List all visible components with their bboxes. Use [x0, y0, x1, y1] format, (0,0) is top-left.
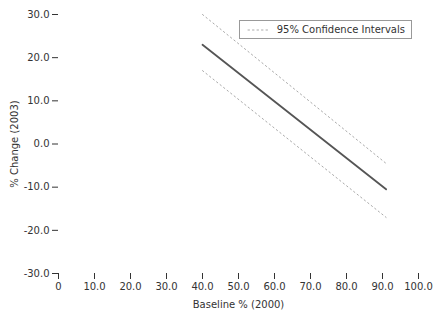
svg-text:30.0: 30.0 [155, 281, 177, 292]
svg-text:-30.0: -30.0 [24, 268, 50, 279]
svg-text:100.0: 100.0 [404, 281, 433, 292]
svg-text:30.0: 30.0 [27, 9, 49, 20]
svg-text:90.0: 90.0 [371, 281, 393, 292]
svg-text:40.0: 40.0 [191, 281, 213, 292]
svg-text:Baseline % (2000): Baseline % (2000) [193, 299, 285, 310]
svg-text:80.0: 80.0 [335, 281, 357, 292]
svg-text:-20.0: -20.0 [24, 225, 50, 236]
svg-text:20.0: 20.0 [27, 52, 49, 63]
svg-text:70.0: 70.0 [299, 281, 321, 292]
svg-text:% Change (2003): % Change (2003) [9, 100, 20, 187]
svg-text:10.0: 10.0 [27, 95, 49, 106]
svg-text:60.0: 60.0 [263, 281, 285, 292]
svg-text:-10.0: -10.0 [24, 181, 50, 192]
svg-text:0.0: 0.0 [34, 138, 50, 149]
svg-text:0: 0 [55, 281, 61, 292]
html-text:95% Confidence Intervals: 95% Confidence Intervals [276, 24, 405, 35]
svg-text:10.0: 10.0 [83, 281, 105, 292]
svg-text:20.0: 20.0 [119, 281, 141, 292]
svg-text:50.0: 50.0 [227, 281, 249, 292]
